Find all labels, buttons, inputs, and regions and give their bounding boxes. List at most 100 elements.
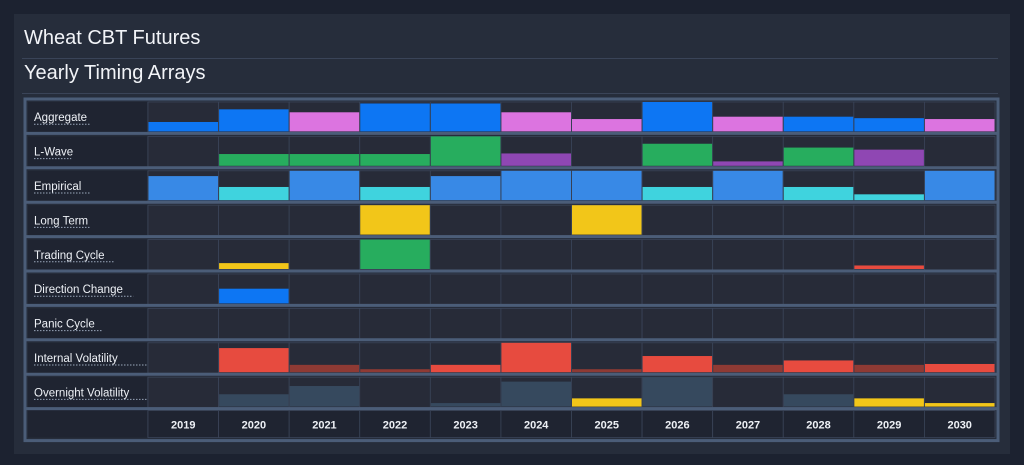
value-bar bbox=[854, 364, 924, 373]
heatmap-cell bbox=[359, 342, 431, 374]
value-bar bbox=[289, 170, 360, 201]
heatmap-cell bbox=[288, 204, 361, 236]
value-bar bbox=[501, 112, 571, 132]
year-tick-label: 2023 bbox=[453, 420, 477, 432]
value-bar bbox=[289, 154, 360, 166]
value-bar bbox=[360, 239, 430, 269]
heatmap-cell bbox=[924, 376, 996, 409]
value-bar bbox=[219, 109, 289, 132]
year-tick-label: 2026 bbox=[665, 420, 689, 432]
heatmap-cell bbox=[924, 239, 996, 271]
heatmap-cell bbox=[429, 376, 502, 409]
heatmap-cell bbox=[429, 204, 502, 236]
value-bar bbox=[430, 136, 501, 166]
value-bar bbox=[360, 186, 430, 201]
heatmap-cell bbox=[288, 273, 361, 305]
heatmap-cell bbox=[218, 307, 290, 340]
heatmap-cell bbox=[288, 239, 361, 271]
row-label-cell bbox=[28, 170, 147, 202]
heatmap-cell bbox=[429, 307, 502, 340]
value-bar bbox=[430, 364, 501, 373]
value-bar bbox=[713, 116, 783, 132]
row-label: Direction Change bbox=[34, 284, 123, 296]
heatmap-cell bbox=[641, 273, 714, 305]
value-bar bbox=[572, 170, 642, 201]
value-bar bbox=[642, 377, 713, 407]
value-bar bbox=[783, 394, 854, 407]
value-bar bbox=[360, 205, 430, 235]
row-label-cell bbox=[28, 342, 147, 374]
year-cell bbox=[571, 410, 643, 439]
row-label-cell bbox=[28, 102, 147, 133]
value-bar bbox=[572, 205, 642, 235]
year-tick-label: 2030 bbox=[947, 420, 971, 432]
value-bar bbox=[783, 186, 854, 201]
row-label: Empirical bbox=[34, 181, 81, 193]
value-bar bbox=[219, 288, 289, 304]
heatmap-cell bbox=[782, 273, 855, 305]
value-bar bbox=[642, 186, 713, 201]
year-tick-label: 2022 bbox=[383, 420, 407, 432]
value-bar bbox=[572, 119, 642, 132]
heatmap-cell bbox=[500, 204, 572, 236]
page-title: Wheat CBT Futures bbox=[24, 27, 201, 49]
value-bar bbox=[783, 116, 854, 132]
heatmap-cell bbox=[500, 239, 572, 271]
heatmap-cell bbox=[500, 307, 572, 340]
row-label: Overnight Volatility bbox=[34, 387, 129, 399]
heatmap-cell bbox=[571, 342, 643, 374]
value-bar bbox=[783, 147, 854, 166]
heatmap-cell bbox=[712, 204, 784, 236]
heatmap-cell bbox=[359, 307, 431, 340]
year-tick-label: 2025 bbox=[595, 420, 619, 432]
row-label-cell bbox=[28, 205, 147, 236]
value-bar bbox=[430, 103, 501, 132]
value-bar bbox=[572, 398, 642, 407]
year-tick-label: 2027 bbox=[736, 420, 760, 432]
heatmap-cell bbox=[429, 239, 502, 271]
heatmap-cell bbox=[924, 273, 996, 305]
row-label-cell bbox=[28, 308, 147, 339]
value-bar bbox=[219, 348, 289, 373]
heatmap-cell bbox=[853, 239, 925, 271]
year-cell bbox=[712, 410, 784, 439]
heatmap-cell bbox=[500, 273, 572, 305]
heatmap-cell bbox=[712, 376, 784, 409]
row-label: Panic Cycle bbox=[34, 319, 95, 331]
value-bar bbox=[219, 263, 289, 269]
heatmap-cell bbox=[782, 307, 855, 340]
value-bar bbox=[360, 103, 430, 132]
year-tick-label: 2021 bbox=[312, 420, 336, 432]
heatmap-cell bbox=[853, 273, 925, 305]
year-cell bbox=[641, 410, 714, 439]
chart-subtitle: Yearly Timing Arrays bbox=[24, 62, 206, 84]
year-cell bbox=[853, 410, 925, 439]
row-label-cell bbox=[28, 239, 147, 270]
heatmap-cell bbox=[571, 239, 643, 271]
row-label-cell bbox=[28, 136, 147, 167]
heatmap-cell bbox=[782, 239, 855, 271]
value-bar bbox=[148, 121, 219, 132]
value-bar bbox=[430, 176, 501, 201]
row-label: Long Term bbox=[34, 215, 88, 227]
year-label-cell bbox=[28, 410, 147, 438]
year-cell bbox=[924, 410, 996, 439]
heatmap-cell bbox=[147, 376, 219, 409]
heatmap-cell bbox=[712, 239, 784, 271]
heatmap-cell bbox=[147, 135, 219, 168]
value-bar bbox=[713, 161, 783, 166]
heatmap-cell bbox=[641, 204, 714, 236]
heatmap-cell bbox=[853, 307, 925, 340]
heatmap-cell bbox=[924, 135, 996, 168]
value-bar bbox=[501, 381, 571, 407]
value-bar bbox=[924, 403, 995, 407]
value-bar bbox=[360, 369, 430, 373]
value-bar bbox=[289, 112, 360, 132]
value-bar bbox=[148, 176, 219, 201]
heatmap-cell bbox=[359, 376, 431, 409]
heatmap-cell bbox=[147, 239, 219, 271]
year-tick-label: 2029 bbox=[877, 420, 901, 432]
row-label-cell bbox=[28, 274, 147, 305]
value-bar bbox=[854, 194, 924, 201]
heatmap-cell bbox=[147, 342, 219, 374]
